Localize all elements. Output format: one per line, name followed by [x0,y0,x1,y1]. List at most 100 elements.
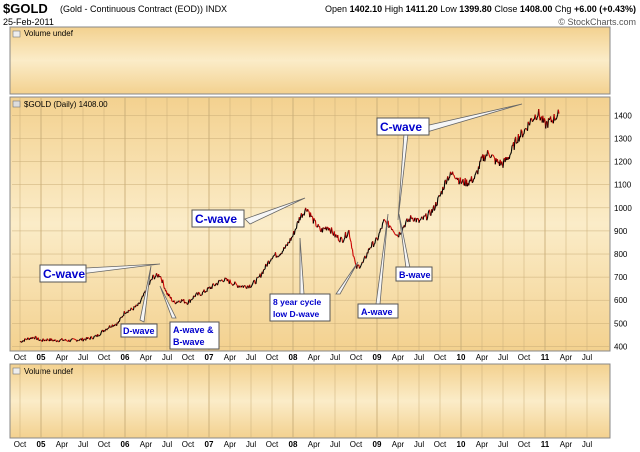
price-segment [234,281,237,284]
price-segment [319,226,321,231]
price-segment [89,336,92,340]
price-segment [214,283,217,286]
x-tick-label: Apr [392,440,405,449]
price-segment [100,330,103,333]
price-segment [468,180,470,186]
price-segment [389,225,392,228]
price-segment [422,215,425,220]
price-segment [255,278,258,284]
x-tick-label: 11 [541,440,550,449]
price-segment [290,236,293,241]
price-segment [71,338,73,340]
price-segment [271,257,274,260]
x-tick-label: Oct [266,353,279,362]
price-segment [426,218,428,221]
price-panel-toggle[interactable] [12,100,21,108]
x-tick-label: Jul [414,353,424,362]
price-segment [391,228,394,232]
y-tick-label: 800 [614,250,628,259]
price-segment [152,274,155,276]
price-segment [31,337,34,340]
price-segment [97,334,99,337]
price-segment [21,340,24,343]
annotation-c-wave-2: C-wave [195,212,237,226]
annotation-pointers [78,103,523,323]
price-segment [246,285,249,289]
volume-bottom-toggle[interactable] [12,367,21,375]
price-segment [461,180,463,184]
price-segment [51,338,53,341]
price-segment [305,207,307,211]
price-segment [240,285,243,288]
price-segment [291,235,294,238]
x-tick-label: Jul [498,440,508,449]
price-segment [249,284,251,288]
price-segment [133,305,136,308]
chart-description: (Gold - Continuous Contract (EOD)) INDX [60,4,227,14]
volume-top-toggle[interactable] [12,30,21,38]
x-tick-label: Apr [308,353,321,362]
annotation-b-wave-2: B-wave [399,270,431,280]
stockcharts-brand: © StockCharts.com [558,17,636,27]
price-segment [173,300,176,303]
x-tick-label: Apr [140,440,153,449]
annotation-c-wave-1: C-wave [43,267,85,281]
price-segment [529,120,531,126]
price-segment [244,286,247,289]
price-segment [193,295,195,297]
price-segment [178,300,180,302]
price-segment [78,339,80,342]
x-tick-label: 08 [289,440,298,449]
price-segment [474,173,477,176]
price-segment [257,276,260,278]
x-tick-label: 07 [205,353,214,362]
price-segment [365,252,368,258]
price-segment [381,223,384,229]
annotation-c-wave-3-box [376,117,430,136]
price-segment [309,212,312,217]
price-axis-y: 400 500 600 700 800 900 1000 1100 1200 1300 1400 [614,111,632,351]
price-segment [353,256,356,260]
y-tick-label: 400 [614,342,628,351]
x-tick-label: Apr [56,440,69,449]
price-segment [194,294,197,298]
price-segment [536,116,538,121]
price-segment [433,208,436,211]
price-segment [508,154,511,159]
low-label: Low [440,4,457,14]
price-segment [242,285,245,288]
price-segment [170,297,173,302]
price-segment [244,285,246,287]
price-segment [453,174,456,178]
annotation-low-d-wave: low D-wave [273,309,320,319]
price-segment [83,338,85,341]
x-tick-label: Oct [434,353,447,362]
price-segment [46,338,49,341]
price-segment [314,220,317,227]
x-tick-label: 06 [121,440,130,449]
price-segment [419,218,422,221]
price-segment [373,243,376,245]
price-segment [107,327,110,329]
price-segment [475,171,477,174]
price-segment [342,241,344,244]
price-segment [204,291,206,293]
price-segment [272,255,274,258]
price-segment [459,177,462,184]
price-segment [266,262,269,267]
price-segment [59,339,62,341]
price-segment [454,177,456,179]
price-segment [40,339,43,342]
price-segment [235,283,238,286]
price-segment [443,180,446,189]
price-segment [151,278,153,281]
price-segment [362,259,365,263]
price-segment [413,217,416,222]
x-tick-label: Oct [98,353,111,362]
price-segment [431,208,434,213]
volume-top-label: Volume undef [24,29,74,38]
price-segment [425,213,428,221]
price-segment [359,265,362,268]
price-segment [484,157,487,162]
